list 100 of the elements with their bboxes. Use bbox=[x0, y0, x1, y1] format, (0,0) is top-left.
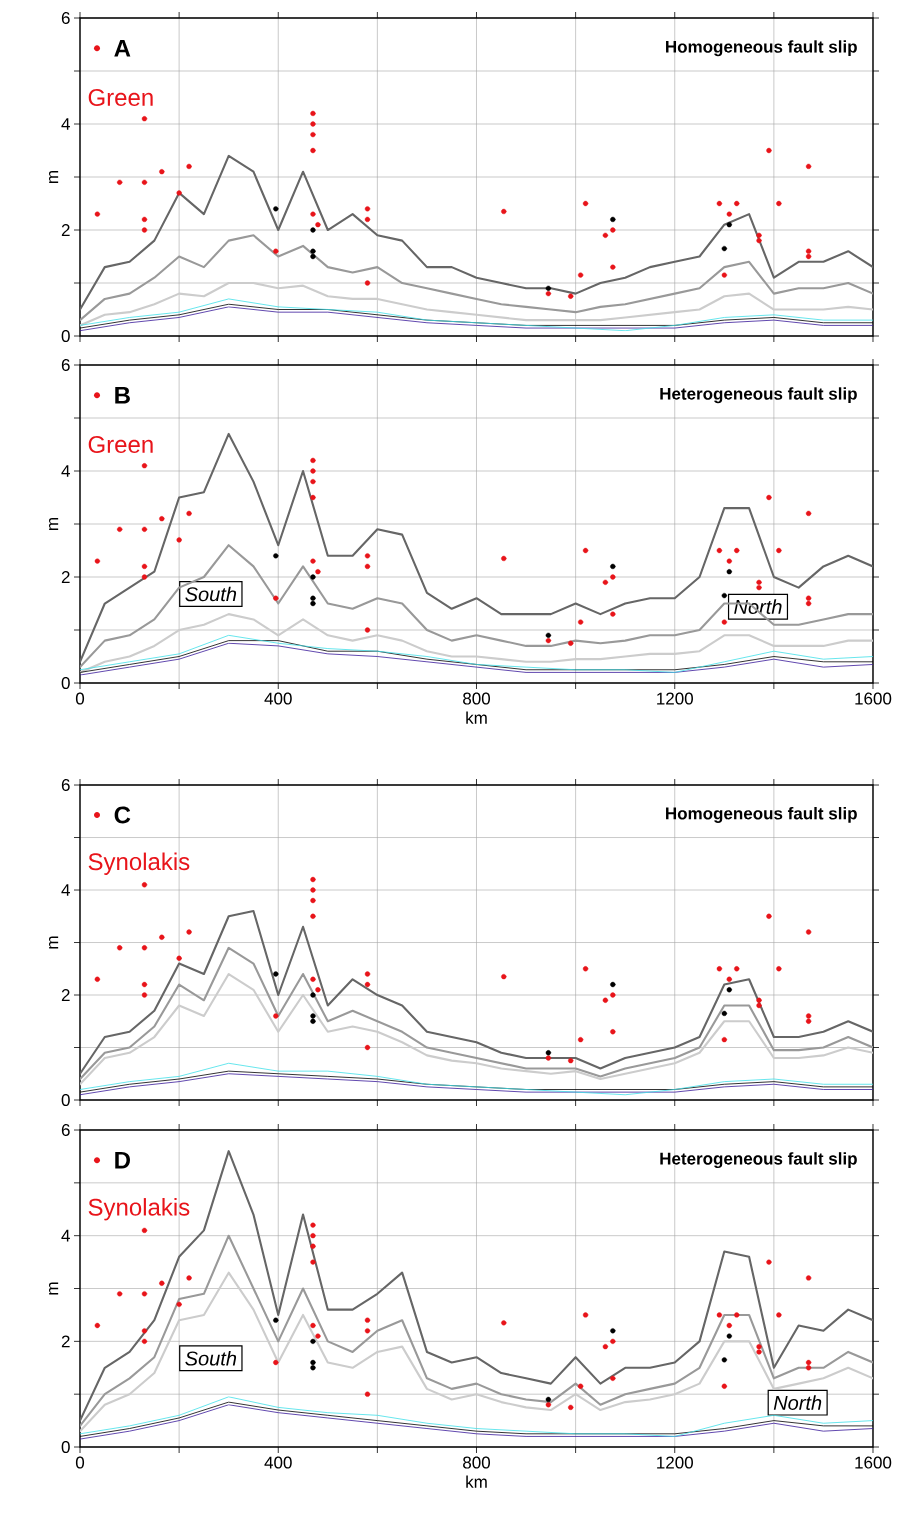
point bbox=[310, 147, 316, 154]
y-axis-title: m bbox=[49, 171, 59, 183]
point bbox=[310, 1013, 316, 1019]
point bbox=[721, 1010, 727, 1016]
point bbox=[610, 1375, 616, 1381]
point bbox=[310, 1018, 316, 1024]
point bbox=[805, 1359, 812, 1366]
point bbox=[176, 955, 182, 961]
point bbox=[364, 206, 371, 212]
point bbox=[117, 1291, 123, 1297]
point bbox=[610, 992, 616, 998]
point bbox=[610, 611, 616, 617]
point bbox=[716, 547, 722, 554]
point bbox=[141, 563, 148, 570]
point bbox=[186, 1275, 192, 1281]
annotation: South bbox=[185, 586, 237, 602]
point bbox=[310, 479, 316, 485]
point bbox=[310, 887, 316, 893]
line-series bbox=[80, 1234, 873, 1427]
point bbox=[117, 526, 123, 532]
point bbox=[776, 547, 782, 554]
line-series bbox=[80, 154, 873, 311]
x-tick-label: 1200 bbox=[657, 1456, 693, 1469]
point bbox=[610, 264, 616, 270]
x-tick-label: 800 bbox=[463, 692, 491, 705]
point bbox=[545, 638, 551, 644]
point bbox=[756, 579, 762, 585]
point bbox=[364, 981, 371, 988]
point bbox=[364, 553, 371, 559]
x-axis-title: km bbox=[466, 1475, 487, 1488]
point bbox=[716, 200, 722, 207]
point bbox=[273, 1359, 279, 1366]
point bbox=[159, 1280, 165, 1286]
point bbox=[273, 248, 279, 254]
point bbox=[315, 222, 321, 228]
line-series bbox=[80, 1150, 873, 1422]
point bbox=[716, 966, 722, 972]
point bbox=[310, 992, 316, 998]
point bbox=[545, 1055, 551, 1061]
point bbox=[141, 227, 148, 233]
point bbox=[805, 1275, 812, 1281]
point bbox=[141, 216, 148, 223]
annotation: Green bbox=[88, 89, 153, 107]
point bbox=[577, 619, 584, 625]
point bbox=[610, 574, 616, 580]
point bbox=[805, 1365, 812, 1371]
point bbox=[776, 966, 782, 972]
point bbox=[141, 992, 148, 998]
point bbox=[805, 929, 812, 935]
point bbox=[310, 468, 316, 474]
point bbox=[159, 934, 165, 940]
line-series bbox=[80, 1271, 873, 1433]
point bbox=[310, 494, 316, 501]
point bbox=[545, 1050, 551, 1056]
x-axis-title: km bbox=[466, 711, 487, 724]
point bbox=[315, 569, 321, 575]
point bbox=[310, 1365, 316, 1371]
x-tick-label: 400 bbox=[264, 692, 292, 705]
point bbox=[310, 457, 316, 464]
point bbox=[776, 200, 782, 207]
point bbox=[315, 1333, 321, 1339]
point bbox=[310, 574, 316, 580]
point bbox=[716, 1312, 722, 1318]
point bbox=[545, 285, 551, 291]
point bbox=[582, 547, 589, 554]
point bbox=[310, 211, 316, 217]
point bbox=[756, 1344, 762, 1350]
y-tick-label: 2 bbox=[61, 224, 70, 236]
point bbox=[141, 945, 148, 951]
point bbox=[805, 1018, 812, 1024]
point bbox=[610, 1328, 616, 1334]
point bbox=[805, 600, 812, 607]
annotation: Green bbox=[88, 436, 153, 454]
point bbox=[501, 555, 507, 562]
point bbox=[141, 1328, 148, 1334]
y-tick-label: 6 bbox=[61, 779, 70, 792]
point bbox=[141, 463, 148, 469]
point bbox=[545, 1402, 551, 1408]
point bbox=[568, 293, 574, 299]
point bbox=[310, 1222, 316, 1228]
x-tick-label: 1600 bbox=[855, 1456, 892, 1469]
point bbox=[756, 1002, 762, 1009]
annotation: South bbox=[185, 1350, 237, 1366]
x-tick-label: 0 bbox=[75, 692, 85, 705]
point bbox=[756, 585, 762, 591]
point bbox=[734, 547, 740, 554]
y-tick-label: 2 bbox=[61, 571, 70, 583]
point bbox=[141, 981, 148, 988]
point bbox=[186, 510, 192, 517]
point bbox=[364, 280, 371, 286]
point bbox=[186, 929, 192, 935]
annotation: Synolakis bbox=[88, 1198, 190, 1221]
point bbox=[805, 1013, 812, 1019]
y-axis-title: m bbox=[49, 936, 59, 949]
y-tick-label: 6 bbox=[61, 11, 70, 25]
y-tick-label: 4 bbox=[61, 1229, 70, 1242]
point bbox=[186, 163, 192, 170]
point bbox=[273, 595, 279, 601]
point bbox=[726, 987, 732, 993]
point bbox=[141, 1227, 148, 1233]
